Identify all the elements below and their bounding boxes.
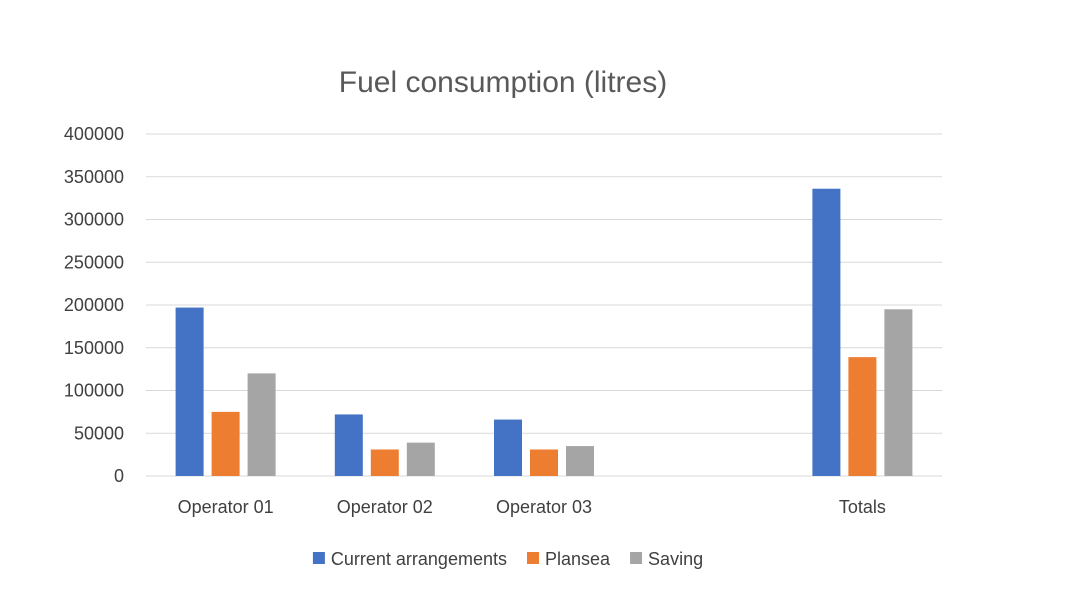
- bar-plansea: [530, 449, 558, 476]
- legend-label: Plansea: [545, 549, 611, 569]
- y-tick-label: 300000: [64, 210, 124, 230]
- y-tick-label: 0: [114, 466, 124, 486]
- bar-current-arrangements: [175, 307, 204, 476]
- x-category-label: Operator 01: [178, 497, 274, 517]
- y-tick-label: 350000: [64, 167, 124, 187]
- bar-saving: [566, 446, 594, 476]
- bar-saving: [247, 373, 276, 476]
- y-tick-label: 400000: [64, 124, 124, 144]
- chart-title: Fuel consumption (litres): [339, 66, 667, 99]
- y-tick-label: 200000: [64, 295, 124, 315]
- y-tick-label: 150000: [64, 338, 124, 358]
- bar-plansea: [848, 357, 877, 476]
- y-axis-ticks: 0 50000 100000 150000 200000 250000 300000 3500…: [64, 124, 124, 486]
- x-category-label: Operator 03: [496, 497, 592, 517]
- y-tick-label: 250000: [64, 252, 124, 272]
- bar-current-arrangements: [812, 188, 841, 476]
- bar-saving: [406, 442, 435, 476]
- bar-current-arrangements: [494, 419, 522, 476]
- bars: [175, 188, 913, 476]
- legend: Current arrangements Plansea Saving: [312, 549, 703, 569]
- legend-swatch: [526, 552, 539, 564]
- legend-label: Saving: [648, 549, 703, 569]
- x-category-label: Operator 02: [337, 497, 433, 517]
- legend-swatch: [630, 552, 643, 564]
- y-tick-label: 100000: [64, 381, 124, 401]
- bar-plansea: [211, 411, 240, 476]
- bar-plansea: [370, 449, 399, 476]
- x-category-label: Totals: [839, 497, 886, 517]
- x-axis-labels: Operator 01 Operator 02 Operator 03 Totals: [178, 497, 886, 517]
- legend-label: Current arrangements: [331, 549, 507, 569]
- bar-saving: [884, 309, 913, 476]
- gridlines: [146, 133, 942, 477]
- y-tick-label: 50000: [74, 423, 124, 443]
- legend-swatch: [312, 552, 325, 564]
- bar-current-arrangements: [334, 414, 363, 476]
